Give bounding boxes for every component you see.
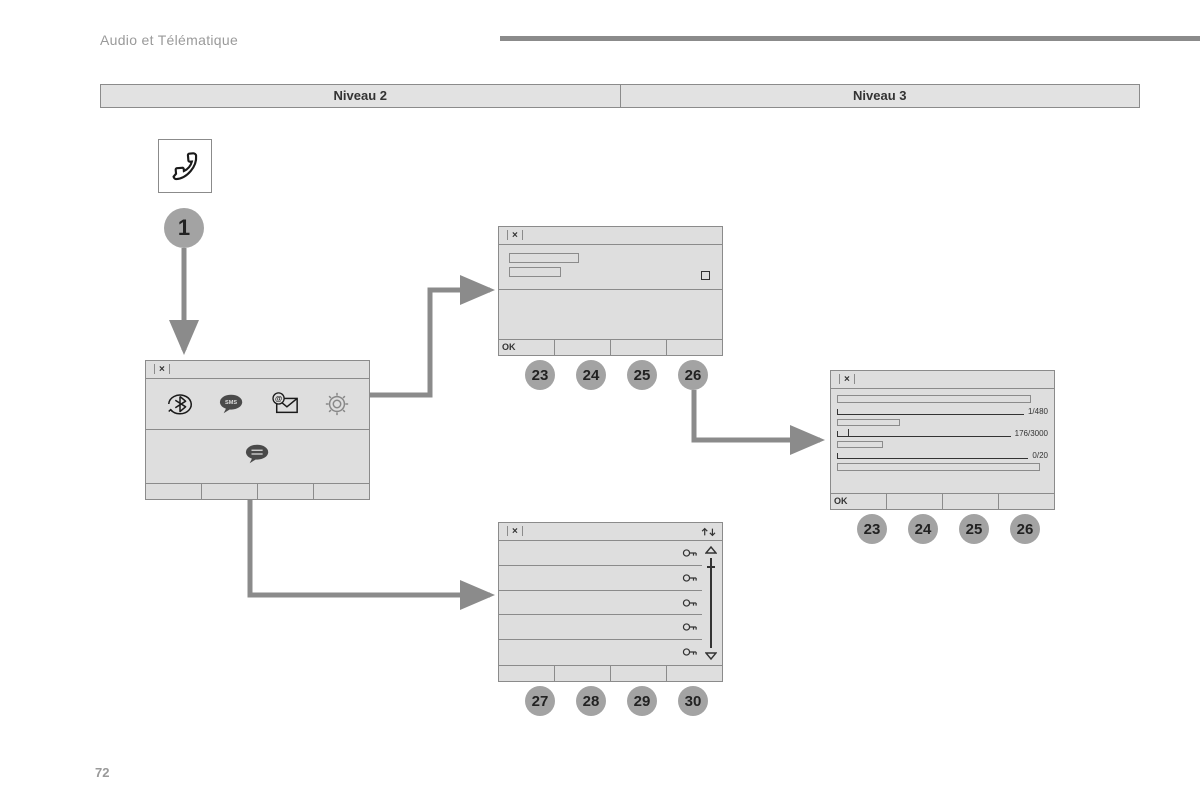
badge-label: 25 <box>966 521 983 538</box>
scroll-indicator[interactable] <box>704 545 718 661</box>
screen-data-body: 1/480 176/3000 0/20 <box>831 389 1054 494</box>
phone-entry-box <box>158 139 212 193</box>
badge-28: 28 <box>576 686 606 716</box>
ok-button[interactable]: OK <box>831 494 887 510</box>
close-icon[interactable]: × <box>512 526 518 537</box>
badge-label: 25 <box>634 367 651 384</box>
email-at-icon[interactable]: @ <box>270 391 302 417</box>
level-header-row: Niveau 2 Niveau 3 <box>100 84 1140 108</box>
data-value-2: 176/3000 <box>1015 429 1048 438</box>
screen-icons-titlebar: × <box>146 361 369 379</box>
step-1-label: 1 <box>178 215 190 241</box>
page-number: 72 <box>95 765 109 780</box>
contact-key-icon <box>682 620 698 634</box>
screen-list-titlebar: × <box>499 523 722 541</box>
badge-label: 23 <box>532 367 549 384</box>
badge-label: 26 <box>1017 521 1034 538</box>
badge-26: 26 <box>678 360 708 390</box>
data-bar-3 <box>837 453 1028 459</box>
screen-data: × 1/480 176/3000 0/20 OK <box>830 370 1055 510</box>
screen-icons-body: SMS @ <box>146 379 369 484</box>
screen-icons-footer <box>146 484 369 500</box>
screen-form-titlebar: × <box>499 227 722 245</box>
step-1-badge: 1 <box>164 208 204 248</box>
list-row[interactable] <box>499 541 702 566</box>
list-row[interactable] <box>499 615 702 640</box>
badge-label: 30 <box>685 693 702 710</box>
contact-key-icon <box>682 596 698 610</box>
data-field <box>837 441 883 448</box>
badge-label: 29 <box>634 693 651 710</box>
data-field <box>837 419 900 426</box>
badge-27: 27 <box>525 686 555 716</box>
close-icon[interactable]: × <box>844 374 850 385</box>
close-icon[interactable]: × <box>159 364 165 375</box>
level-2-cell: Niveau 2 <box>100 84 621 108</box>
screen-form-footer: OK <box>499 340 722 356</box>
chat-bubble-icon[interactable] <box>243 441 273 467</box>
badge-label: 28 <box>583 693 600 710</box>
list-row[interactable] <box>499 566 702 591</box>
badge-23: 23 <box>525 360 555 390</box>
screen-data-titlebar: × <box>831 371 1054 389</box>
form-field-2[interactable] <box>509 267 561 277</box>
badge-23b: 23 <box>857 514 887 544</box>
sort-toggle-icon[interactable] <box>700 526 718 538</box>
ok-button[interactable]: OK <box>499 340 555 356</box>
badge-label: 24 <box>915 521 932 538</box>
badge-label: 23 <box>864 521 881 538</box>
data-field <box>837 463 1040 471</box>
badge-25b: 25 <box>959 514 989 544</box>
close-icon[interactable]: × <box>512 230 518 241</box>
page-header-title: Audio et Télématique <box>100 32 238 48</box>
contact-key-icon <box>682 571 698 585</box>
badge-24: 24 <box>576 360 606 390</box>
form-field-1[interactable] <box>509 253 579 263</box>
svg-text:@: @ <box>275 394 282 403</box>
bluetooth-refresh-icon[interactable] <box>165 390 195 418</box>
screen-list-body <box>499 541 722 666</box>
screen-form: × OK <box>498 226 723 356</box>
data-bar-2 <box>837 431 1011 437</box>
scroll-up-icon[interactable] <box>705 545 717 555</box>
screen-data-footer: OK <box>831 494 1054 510</box>
badge-29: 29 <box>627 686 657 716</box>
screen-form-body <box>499 245 722 340</box>
badge-26b: 26 <box>1010 514 1040 544</box>
badge-30: 30 <box>678 686 708 716</box>
data-value-1: 1/480 <box>1028 407 1048 416</box>
level-3-cell: Niveau 3 <box>621 84 1141 108</box>
badge-label: 24 <box>583 367 600 384</box>
screen-icons-menu: × SMS @ <box>145 360 370 500</box>
data-field <box>837 395 1031 403</box>
contact-key-icon <box>682 546 698 560</box>
sms-bubble-icon[interactable]: SMS <box>217 391 247 417</box>
contact-key-icon <box>682 645 698 659</box>
list-row[interactable] <box>499 591 702 616</box>
phone-handset-icon <box>168 149 202 183</box>
data-bar-1 <box>837 409 1024 415</box>
badge-24b: 24 <box>908 514 938 544</box>
gear-settings-icon[interactable] <box>324 391 350 417</box>
badge-label: 27 <box>532 693 549 710</box>
screen-list: × <box>498 522 723 682</box>
svg-text:SMS: SMS <box>225 400 237 406</box>
scroll-down-icon[interactable] <box>705 651 717 661</box>
badge-label: 26 <box>685 367 702 384</box>
form-checkbox[interactable] <box>701 271 710 280</box>
data-value-3: 0/20 <box>1032 451 1048 460</box>
list-row[interactable] <box>499 640 702 665</box>
badge-25: 25 <box>627 360 657 390</box>
screen-list-footer <box>499 666 722 682</box>
header-accent-bar <box>500 36 1200 41</box>
